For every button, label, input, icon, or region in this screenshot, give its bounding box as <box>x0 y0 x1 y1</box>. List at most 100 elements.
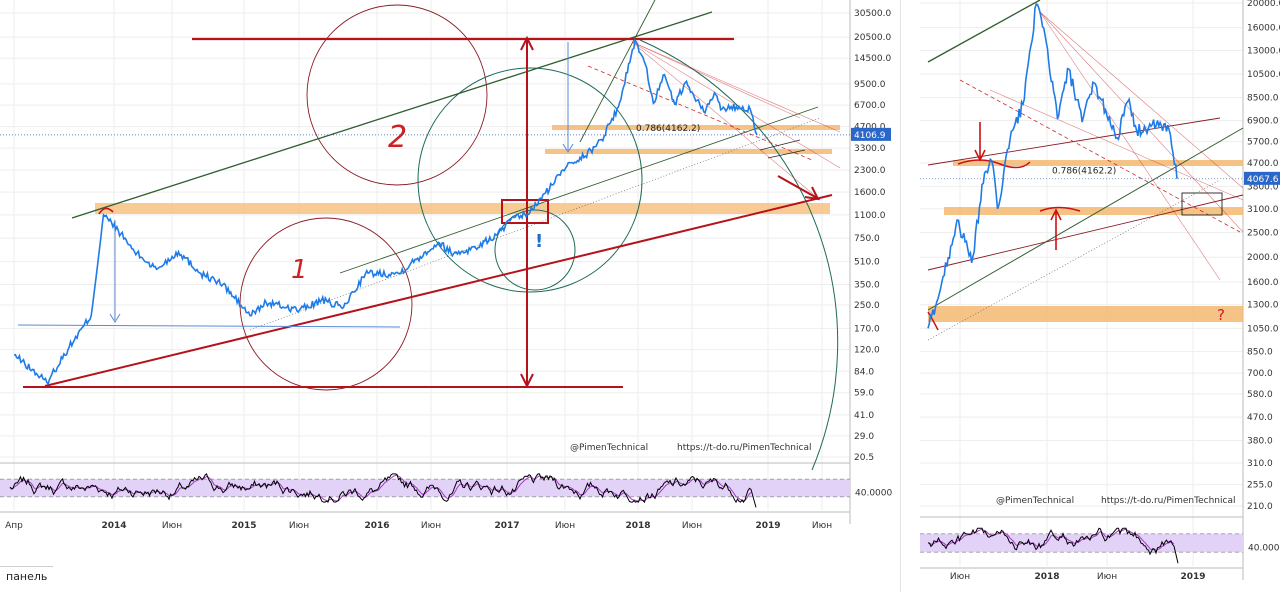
rsi-band <box>0 479 850 497</box>
trend-line <box>927 194 1244 271</box>
y-tick-label: 6700.0 <box>854 101 886 111</box>
y-tick-label: 170.0 <box>854 324 880 334</box>
y-tick-label: 9500.0 <box>854 80 886 90</box>
watermark-handle: @PimenTechnical <box>996 496 1074 506</box>
x-tick-label: 2018 <box>1034 572 1059 582</box>
circle-annotation <box>306 4 488 186</box>
target-zone <box>928 306 1243 322</box>
panel-divider <box>900 0 921 592</box>
y-tick-label: 210.0 <box>1247 502 1273 512</box>
channel-line-mid <box>927 127 1244 311</box>
watermark-url: https://t-do.ru/PimenTechnical <box>1101 496 1235 506</box>
fan-line <box>631 41 841 133</box>
rsi-signal-line <box>927 528 1175 551</box>
x-tick-label: Июн <box>682 521 702 531</box>
y-tick-label: 20500.0 <box>854 33 891 43</box>
price-series-line <box>13 38 758 386</box>
y-tick-label: 4700.0 <box>1247 159 1279 169</box>
fan-line <box>1039 11 1244 233</box>
y-tick-label: 850.0 <box>1247 348 1273 358</box>
chart-panel-right[interactable]: 20000.0 16000.0 13000.0 10500.0 8500.0 6900.0… <box>920 0 1280 592</box>
last-price-label: 4067.6 <box>1247 175 1279 185</box>
fan-line <box>631 41 801 119</box>
y-tick-label: 5700.0 <box>1247 138 1279 148</box>
arrow-head <box>804 186 820 201</box>
rsi-band <box>920 533 1243 553</box>
y-tick-label: 8500.0 <box>1247 93 1279 103</box>
y-tick-label: 1300.0 <box>1247 301 1279 311</box>
last-price-label: 4106.9 <box>854 131 886 141</box>
last-price-badge <box>851 127 891 141</box>
squiggle-annotation <box>1039 206 1081 212</box>
y-tick-label: 580.0 <box>1247 390 1273 400</box>
y-tick-label: 30500.0 <box>854 9 891 19</box>
y-tick-label: 380.0 <box>1247 437 1273 447</box>
x-tick-label: Июн <box>1097 572 1117 582</box>
y-tick-label: 510.0 <box>854 258 880 268</box>
price-chart-left[interactable]: 30500.0 20500.0 14500.0 9500.0 6700.0 4700.0 3… <box>0 0 900 592</box>
y-tick-label: 2000.0 <box>1247 253 1279 263</box>
rsi-level-label: 40.0000 <box>855 488 892 498</box>
y-tick-label: 29.0 <box>854 432 874 442</box>
support-zone <box>95 203 830 214</box>
y-tick-label: 2300.0 <box>854 166 886 176</box>
y-tick-label: 4700.0 <box>854 123 886 133</box>
channel-line-upper <box>927 0 1041 63</box>
x-tick-label: Июн <box>812 521 832 531</box>
y-tick-label: 3800.0 <box>1247 182 1279 192</box>
handwritten-label-1: 1 <box>291 255 308 285</box>
fan-line <box>1039 11 1221 281</box>
fib-level-label: 0.786(4162.2) <box>1052 166 1116 176</box>
rsi-line <box>9 473 757 508</box>
y-tick-label: 1100.0 <box>854 211 886 221</box>
x-tick-label: 2019 <box>1180 572 1205 582</box>
y-tick-label: 41.0 <box>854 411 874 421</box>
arrow-head <box>520 35 534 51</box>
fan-line <box>989 89 1244 201</box>
fan-line <box>631 41 821 201</box>
handwritten-label-exclaim: ! <box>535 231 543 252</box>
panel-tab[interactable]: панель <box>0 566 54 587</box>
x-tick-label: Июн <box>289 521 309 531</box>
y-tick-label: 120.0 <box>854 346 880 356</box>
short-line <box>759 139 801 151</box>
y-tick-label: 20.5 <box>854 453 874 463</box>
y-tick-label: 3100.0 <box>1247 205 1279 215</box>
support-zone <box>944 207 1243 215</box>
y-tick-label: 84.0 <box>854 367 874 377</box>
long-trend-line <box>44 194 833 387</box>
handwritten-label-question: ? <box>1217 306 1225 324</box>
arrow-head <box>520 373 534 389</box>
x-tick-label: 2019 <box>755 521 780 531</box>
arc-annotation <box>639 39 839 471</box>
y-tick-label: 750.0 <box>854 234 880 244</box>
price-series-line <box>927 3 1178 329</box>
rsi-signal-line <box>9 474 752 502</box>
y-tick-label: 1600.0 <box>854 188 886 198</box>
y-tick-label: 350.0 <box>854 281 880 291</box>
y-tick-label: 59.0 <box>854 389 874 399</box>
y-tick-label: 470.0 <box>1247 413 1273 423</box>
x-tick-label: Июн <box>162 521 182 531</box>
short-line <box>767 149 806 159</box>
y-tick-label: 3300.0 <box>854 144 886 154</box>
price-chart-right[interactable]: 20000.0 16000.0 13000.0 10500.0 8500.0 6900.0… <box>920 0 1280 592</box>
arrow-head <box>1050 208 1062 221</box>
highlight-box <box>501 199 549 224</box>
fan-line <box>631 41 841 169</box>
squiggle-annotation <box>957 159 1031 169</box>
fib-level-label: 0.786(4162.2) <box>636 124 700 134</box>
squiggle-annotation <box>98 207 114 215</box>
x-tick-label: Апр <box>5 521 23 531</box>
x-tick-label: Июн <box>421 521 441 531</box>
trend-line-steep <box>579 0 656 143</box>
x-tick-label: 2015 <box>231 521 256 531</box>
y-tick-label: 14500.0 <box>854 54 891 64</box>
rsi-line <box>927 527 1179 564</box>
y-tick-label: 700.0 <box>1247 369 1273 379</box>
arrow-head <box>109 313 121 323</box>
y-tick-label: 10500.0 <box>1247 70 1280 80</box>
resistance-zone <box>953 160 1243 166</box>
chart-panel-left[interactable]: 30500.0 20500.0 14500.0 9500.0 6700.0 4700.0 3… <box>0 0 900 592</box>
y-tick-label: 1050.0 <box>1247 324 1279 334</box>
